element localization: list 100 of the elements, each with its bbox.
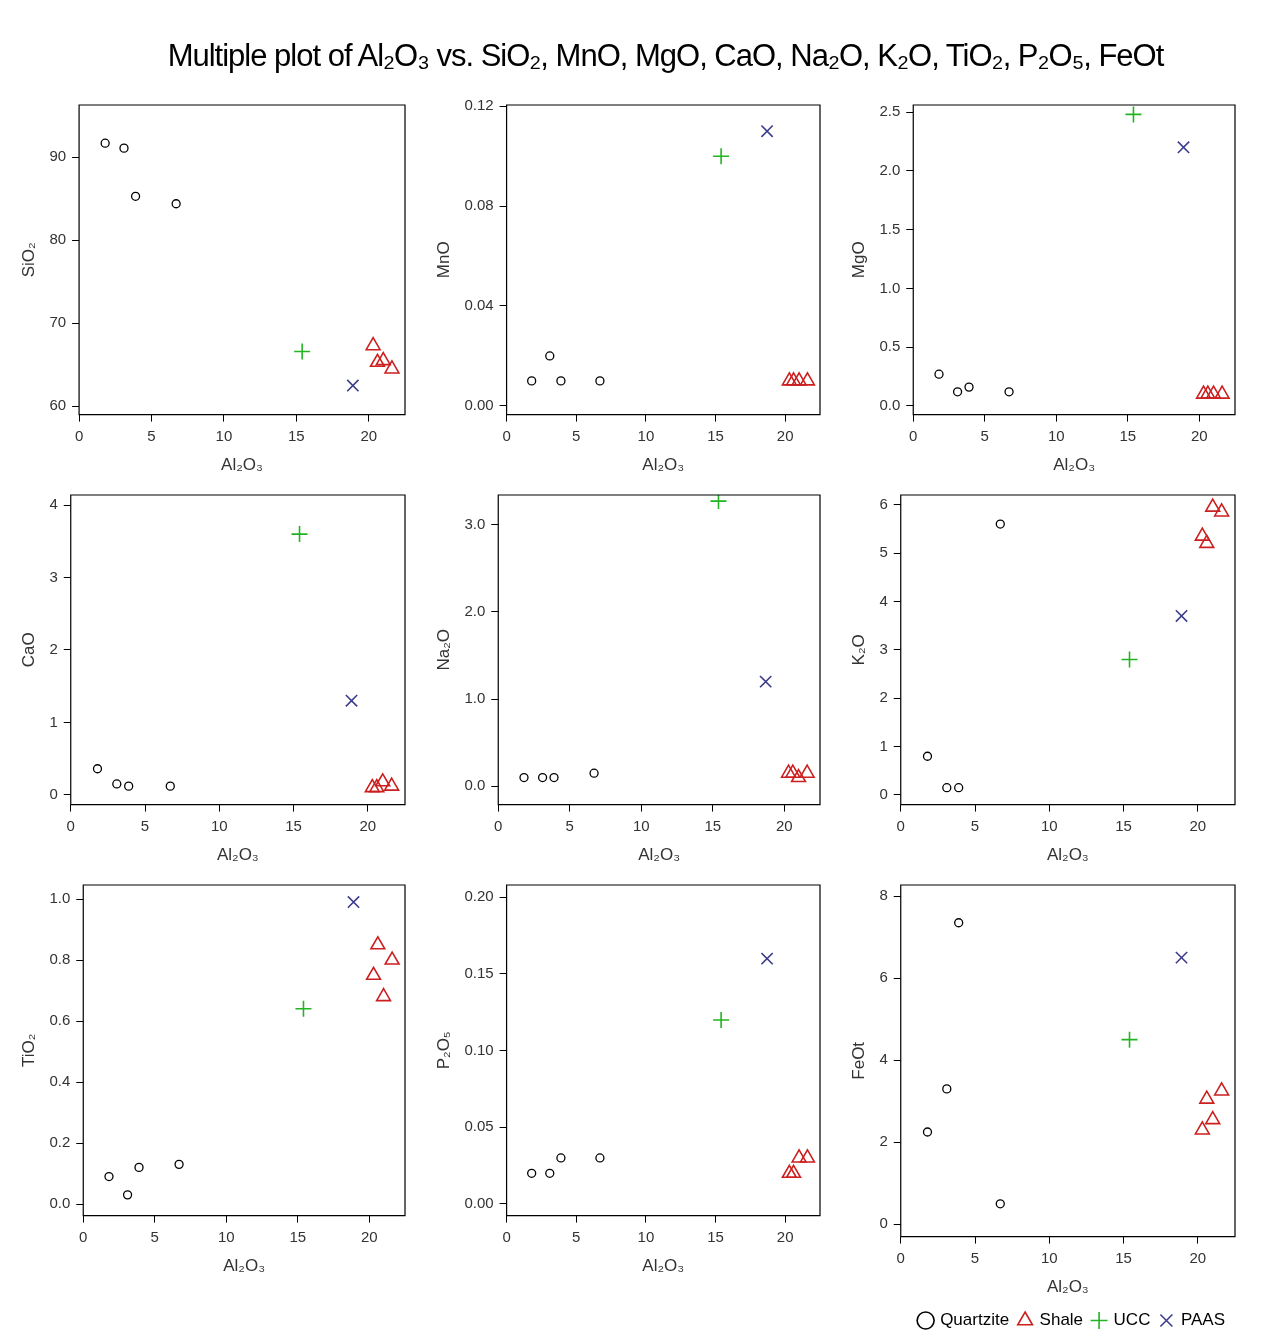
y-tick-label: 0.00 — [464, 396, 494, 413]
y-tick-label: 0.10 — [464, 1040, 494, 1058]
x-tick-label: 20 — [360, 426, 378, 444]
x-tick-label: 5 — [572, 426, 581, 444]
point — [375, 351, 391, 366]
y-tick-label: 2.0 — [879, 160, 901, 178]
point — [791, 372, 807, 386]
y-tick-label: 0 — [879, 785, 888, 803]
y-tick-label: 6 — [879, 494, 888, 512]
x-tick-label: 10 — [637, 1227, 655, 1245]
point — [365, 336, 381, 351]
x-axis-title: Al₂O₃ — [1053, 455, 1096, 475]
y-axis-title: MnO — [433, 241, 453, 279]
y-tick-label: 1 — [879, 736, 888, 754]
point — [384, 360, 400, 374]
point — [1124, 105, 1143, 124]
point — [527, 376, 537, 386]
point — [384, 951, 400, 965]
y-tick-label: 0.0 — [49, 1194, 71, 1212]
x-tick-label: 15 — [288, 426, 305, 444]
x-axis-title: Al₂O₃ — [642, 455, 685, 475]
y-tick-label: 0.2 — [49, 1133, 71, 1151]
point — [294, 1000, 313, 1018]
point — [1120, 650, 1139, 669]
y-tick-label: 60 — [49, 396, 67, 414]
point — [92, 764, 103, 774]
x-tick-label: 20 — [776, 1227, 794, 1245]
legend-label: PAAS — [1180, 1310, 1225, 1330]
point — [383, 777, 400, 791]
point — [171, 199, 181, 209]
x-tick-label: 10 — [632, 816, 650, 834]
point — [799, 764, 815, 778]
point — [174, 1159, 184, 1170]
point — [345, 694, 358, 708]
point — [995, 1199, 1005, 1209]
point — [785, 372, 802, 386]
y-tick-label: 0.15 — [464, 964, 494, 982]
x-tick-label: 15 — [704, 816, 722, 834]
y-axis-title: K₂O — [848, 634, 868, 666]
y-axis-title: MgO — [848, 241, 868, 279]
point — [549, 772, 559, 783]
x-axis-title: Al₂O₃ — [223, 1256, 266, 1276]
x-axis-title: Al₂O₃ — [221, 455, 263, 475]
x-tick-label: 5 — [980, 426, 989, 444]
point — [799, 1149, 816, 1163]
point — [1175, 951, 1188, 965]
point — [370, 935, 386, 950]
x-tick-label: 20 — [1189, 816, 1207, 834]
point — [104, 1171, 114, 1182]
x-tick-label: 20 — [1190, 426, 1208, 444]
y-tick-label: 0.00 — [464, 1194, 494, 1212]
point — [369, 353, 386, 368]
point — [1199, 534, 1215, 549]
y-tick-label: 8 — [879, 886, 888, 904]
point — [595, 376, 605, 386]
x-axis-title: Al₂O₃ — [1046, 845, 1089, 865]
point — [712, 147, 730, 165]
point — [375, 987, 392, 1002]
point — [1200, 385, 1216, 399]
point — [922, 1127, 933, 1137]
point — [369, 778, 385, 793]
y-tick-label: 4 — [879, 1050, 888, 1068]
point — [1205, 385, 1222, 399]
y-tick-label: 80 — [49, 230, 67, 248]
y-tick-label: 3 — [879, 639, 888, 657]
point — [1204, 498, 1221, 512]
x-tick-label: 10 — [1040, 1248, 1058, 1266]
point — [709, 495, 728, 510]
x-tick-label: 10 — [637, 426, 655, 444]
y-tick-label: 90 — [49, 147, 67, 165]
point — [1194, 1121, 1211, 1135]
x-tick-label: 15 — [1119, 426, 1137, 444]
point — [595, 1153, 605, 1163]
point — [1177, 140, 1190, 154]
y-axis-title: P₂O₅ — [433, 1031, 453, 1070]
point — [954, 783, 964, 793]
y-axis-title: SiO₂ — [18, 242, 38, 278]
x-tick-label: 10 — [1047, 426, 1065, 444]
point — [364, 778, 381, 793]
x-tick-label: 20 — [359, 816, 377, 834]
point — [374, 772, 391, 787]
y-axis-title: Na₂O — [433, 629, 453, 671]
point — [112, 779, 122, 789]
y-tick-label: 5 — [879, 543, 888, 561]
y-tick-label: 0.05 — [464, 1117, 494, 1135]
y-tick-label: 0.5 — [879, 337, 901, 355]
x-tick-label: 5 — [970, 1248, 980, 1266]
point — [712, 1011, 730, 1029]
point — [1213, 503, 1230, 517]
y-tick-label: 0 — [879, 1214, 888, 1232]
x-tick-label: 10 — [210, 816, 228, 834]
y-tick-label: 0.12 — [464, 96, 494, 114]
y-tick-label: 1.0 — [49, 889, 71, 907]
point — [1213, 1082, 1230, 1096]
point — [791, 1149, 807, 1163]
x-tick-label: 5 — [150, 1227, 159, 1245]
point — [1004, 387, 1014, 397]
x-tick-label: 15 — [707, 1227, 724, 1245]
x-tick-label: 0 — [502, 1227, 511, 1245]
point — [100, 138, 110, 148]
